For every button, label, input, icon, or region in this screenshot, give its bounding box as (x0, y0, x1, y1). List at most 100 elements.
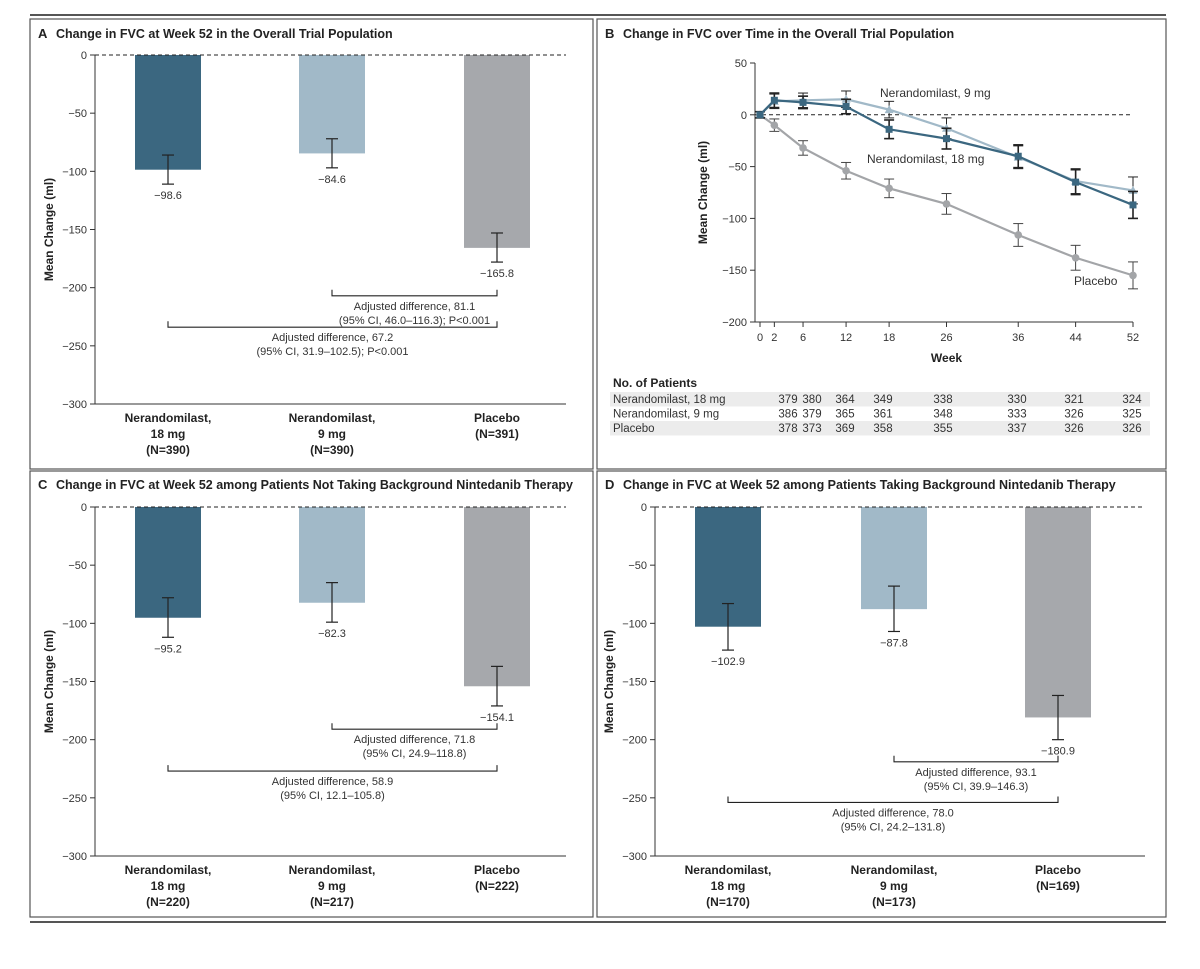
category-label: Nerandomilast, (289, 411, 376, 425)
data-point (943, 135, 950, 143)
y-tick-label: −200 (62, 735, 87, 747)
category-label: (N=391) (475, 427, 519, 441)
x-tick-label: 36 (1012, 332, 1024, 344)
bar-value-label: −84.6 (318, 174, 346, 186)
comparison-label: Adjusted difference, 81.1 (354, 301, 476, 313)
panel-b-frame (596, 18, 1167, 470)
y-tick-label: −200 (62, 283, 87, 295)
patients-table-heading: No. of Patients (613, 376, 697, 390)
y-tick-label: −100 (62, 166, 87, 178)
bar-value-label: −82.3 (318, 628, 346, 640)
category-label: (N=170) (706, 895, 750, 909)
y-tick-label: −250 (62, 793, 87, 805)
panel-d-title: Change in FVC at Week 52 among Patients … (623, 478, 1116, 492)
comparison-bracket (331, 723, 498, 730)
y-tick-label: −50 (68, 108, 87, 120)
data-point (799, 98, 807, 106)
data-point (770, 121, 779, 129)
patients-count: 361 (873, 409, 892, 421)
patients-count: 379 (778, 394, 797, 406)
panel-a-title: Change in FVC at Week 52 in the Overall … (56, 27, 393, 41)
patients-row-name: Placebo (613, 423, 655, 435)
y-tick-label: −150 (722, 265, 747, 277)
y-tick-label: −300 (622, 851, 647, 863)
category-label: Nerandomilast, (125, 863, 212, 877)
data-point (1014, 231, 1023, 239)
comparison-ci-label: (95% CI, 24.2–131.8) (841, 821, 946, 833)
category-label: 9 mg (318, 879, 346, 893)
y-tick-label: −150 (622, 677, 647, 689)
patients-count: 337 (1007, 423, 1026, 435)
category-label: 9 mg (318, 427, 346, 441)
patients-count: 326 (1064, 409, 1083, 421)
y-tick-label: 0 (641, 502, 647, 514)
data-point (1129, 271, 1137, 280)
comparison-bracket (331, 289, 498, 297)
data-point (884, 105, 894, 114)
category-label: 18 mg (711, 879, 746, 893)
data-point (942, 200, 951, 208)
y-axis-label: Mean Change (ml) (696, 141, 710, 244)
comparison-bracket (167, 321, 498, 328)
patients-count: 326 (1122, 423, 1141, 435)
comparison-label: Adjusted difference, 71.8 (354, 734, 476, 746)
bar-value-label: −102.9 (711, 656, 745, 668)
y-tick-label: −50 (628, 560, 647, 572)
y-tick-label: −150 (62, 677, 87, 689)
y-tick-label: −300 (62, 851, 87, 863)
data-point (799, 144, 807, 152)
category-label: (N=390) (310, 443, 354, 457)
series-label: Placebo (1074, 274, 1118, 288)
comparison-ci-label: (95% CI, 39.9–146.3) (924, 781, 1029, 793)
patients-count: 349 (873, 394, 892, 406)
category-label: Nerandomilast, (685, 863, 772, 877)
bar-value-label: −87.8 (880, 637, 908, 649)
patients-count: 355 (933, 423, 952, 435)
comparison-label: Adjusted difference, 78.0 (832, 807, 954, 819)
series-label: Nerandomilast, 18 mg (867, 152, 984, 166)
comparison-ci-label: (95% CI, 12.1–105.8) (280, 790, 385, 802)
patients-row-band (610, 392, 1150, 407)
comparison-label: Adjusted difference, 93.1 (915, 767, 1037, 779)
bottom-rule (30, 921, 1166, 923)
bar-value-label: −95.2 (154, 643, 182, 655)
patients-count: 386 (778, 409, 797, 421)
y-tick-label: −100 (722, 213, 747, 225)
chart-c: 0 −50 −100 −150 −200 −250 −300 Mean Change (ml)… (42, 502, 566, 909)
patients-count: 330 (1007, 394, 1026, 406)
y-tick-label: 0 (81, 502, 87, 514)
y-tick-label: −100 (62, 618, 87, 630)
y-tick-label: −250 (622, 793, 647, 805)
panel-c-letter: C (38, 477, 48, 492)
patients-count: 378 (778, 423, 797, 435)
comparison-ci-label: (95% CI, 46.0–116.3); P<0.001 (339, 315, 490, 327)
category-label: Nerandomilast, (851, 863, 938, 877)
bar (135, 55, 201, 170)
category-label: Placebo (474, 411, 520, 425)
y-tick-label: −100 (622, 618, 647, 630)
y-tick-label: −200 (722, 317, 747, 329)
panel-a-letter: A (38, 26, 48, 41)
category-label: Placebo (1035, 863, 1081, 877)
y-tick-label: −300 (62, 399, 87, 411)
patients-count: 333 (1007, 409, 1026, 421)
bar-value-label: −98.6 (154, 190, 182, 202)
data-point (1072, 178, 1080, 186)
patients-count: 369 (835, 423, 854, 435)
y-tick-label: −50 (68, 560, 87, 572)
comparison-bracket (727, 796, 1059, 804)
x-tick-label: 6 (800, 332, 806, 344)
patients-count: 373 (802, 423, 821, 435)
x-tick-label: 52 (1127, 332, 1139, 344)
x-tick-label: 2 (771, 332, 777, 344)
patients-count: 380 (802, 394, 821, 406)
category-label: (N=173) (872, 895, 916, 909)
x-axis-label: Week (931, 351, 962, 365)
category-label: (N=390) (146, 443, 190, 457)
patients-count: 325 (1122, 409, 1141, 421)
y-axis-label: Mean Change (ml) (42, 630, 56, 733)
panel-b-letter: B (605, 26, 614, 41)
comparison-bracket (167, 765, 498, 772)
panel-d-letter: D (605, 477, 614, 492)
